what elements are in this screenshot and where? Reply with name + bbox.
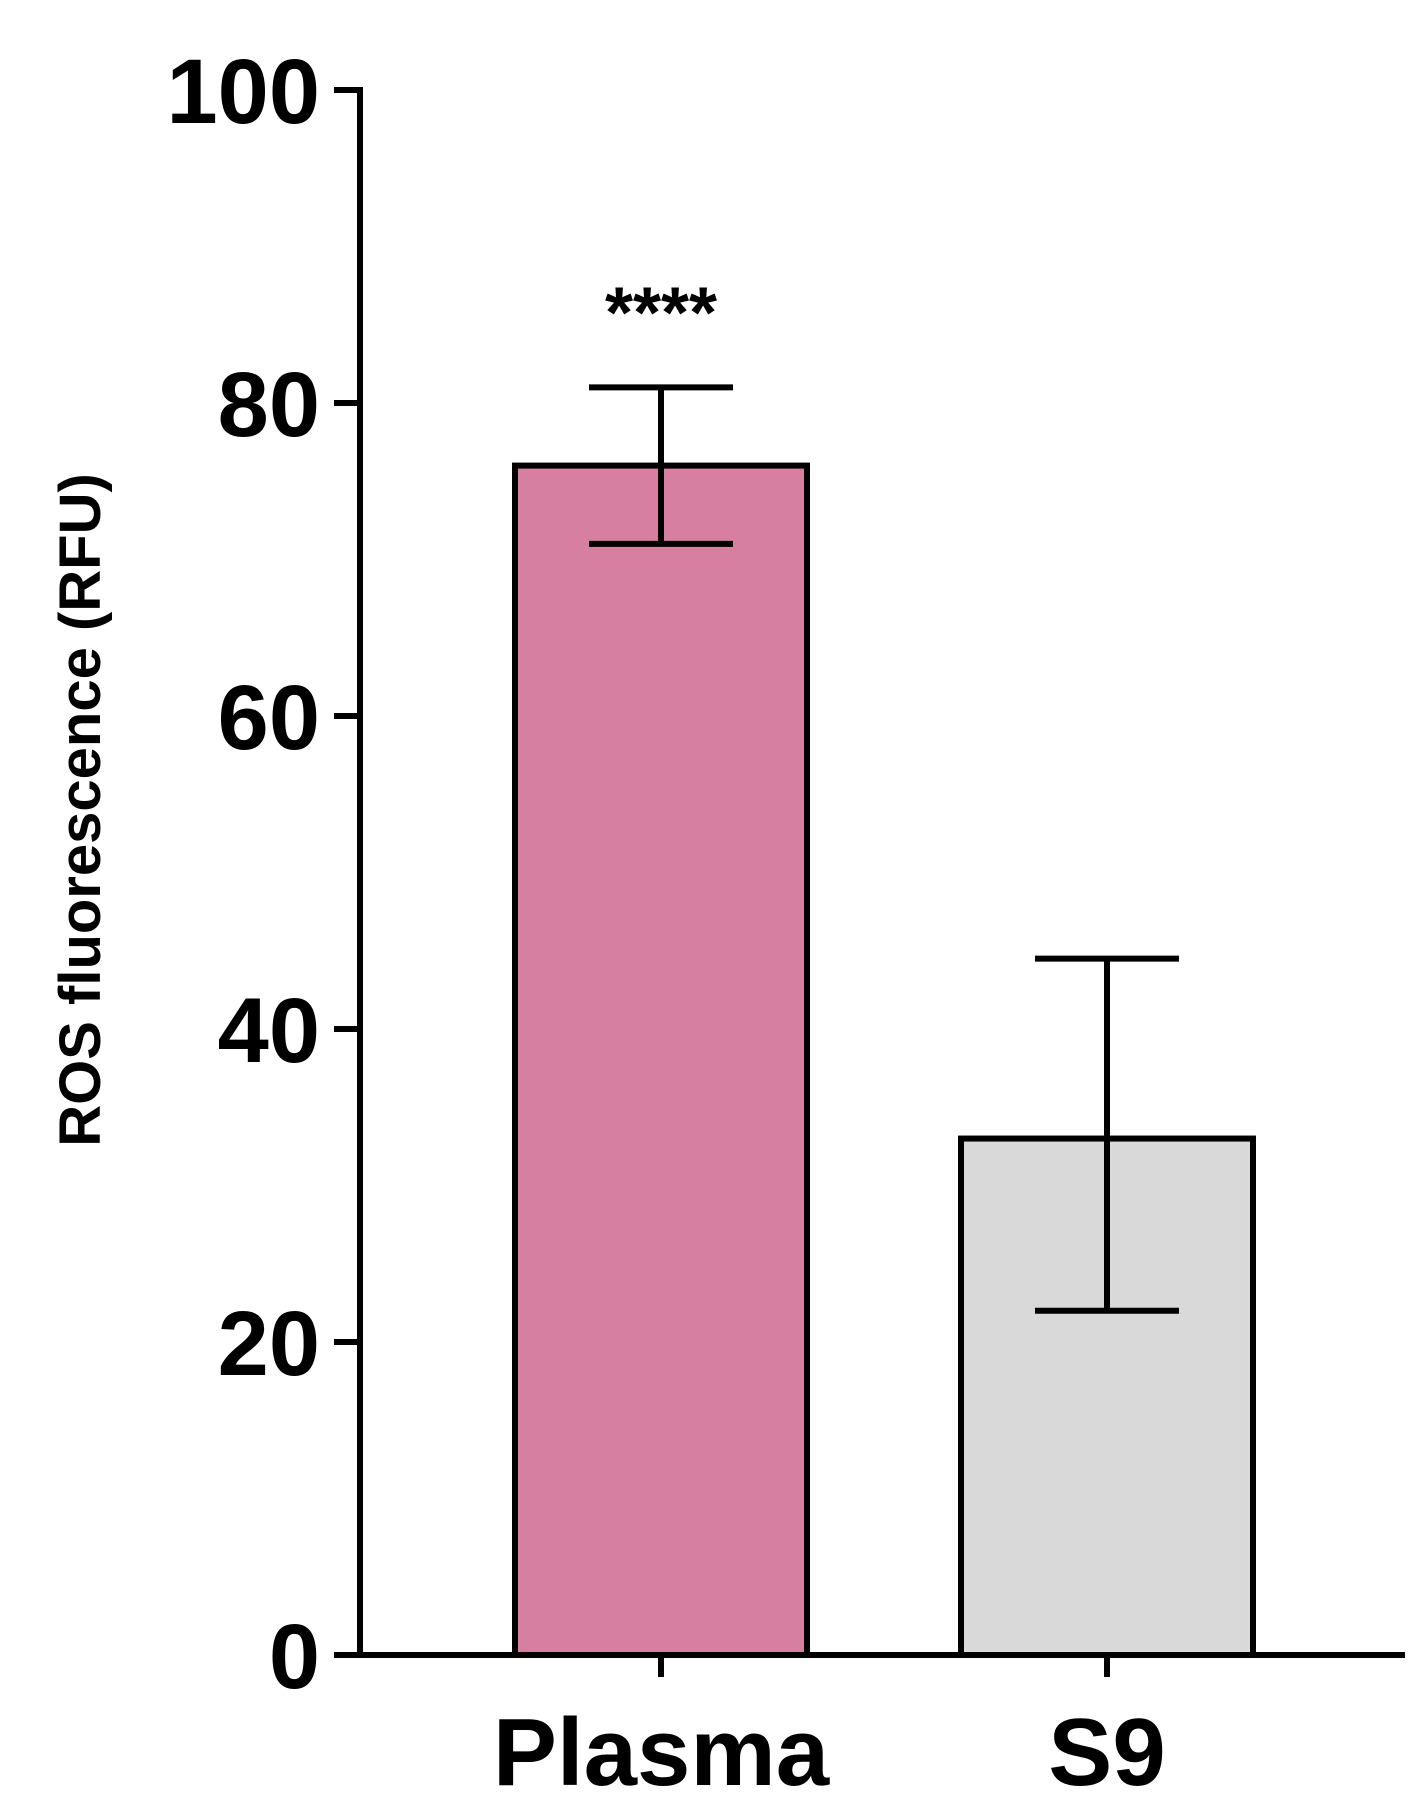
significance-label-plasma: **** bbox=[605, 273, 717, 353]
y-tick-label-100: 100 bbox=[167, 41, 321, 143]
y-axis-title: ROS fluorescence (RFU) bbox=[48, 473, 113, 1147]
y-tick-label-80: 80 bbox=[218, 354, 320, 456]
y-tick-label-60: 60 bbox=[218, 667, 320, 769]
y-tick-label-40: 40 bbox=[218, 980, 320, 1082]
x-tick-label-s9: S9 bbox=[1048, 1699, 1165, 1806]
y-tick-label-0: 0 bbox=[269, 1606, 320, 1708]
y-tick-label-20: 20 bbox=[218, 1293, 320, 1395]
x-tick-label-plasma: Plasma bbox=[493, 1699, 830, 1806]
bar-plasma bbox=[512, 462, 810, 1659]
